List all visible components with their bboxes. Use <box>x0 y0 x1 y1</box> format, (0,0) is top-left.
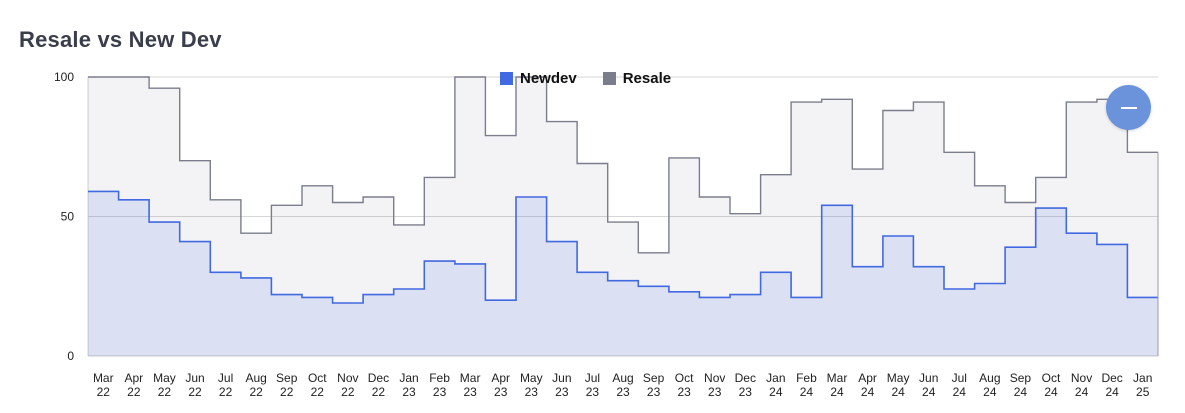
x-tick-label-1: Apr 22 <box>125 371 144 399</box>
x-tick-label-23: Feb 24 <box>796 371 817 399</box>
minus-icon <box>1120 106 1137 109</box>
x-tick-label-10: Jan 23 <box>399 371 418 399</box>
area-resale <box>88 77 1158 356</box>
x-tick-label-15: Jun 23 <box>552 371 571 399</box>
series-line-resale <box>88 76 1158 254</box>
x-tick-label-29: Aug 24 <box>979 371 1000 399</box>
x-tick-label-6: Sep 22 <box>276 371 298 399</box>
x-tick-label-8: Nov 22 <box>337 371 358 399</box>
collapse-button[interactable] <box>1106 85 1151 130</box>
area-newdev <box>88 191 1158 356</box>
x-tick-label-20: Nov 23 <box>704 371 725 399</box>
legend-label-newdev: Newdev <box>520 70 577 87</box>
x-tick-label-21: Dec 23 <box>735 371 756 399</box>
x-tick-label-14: May 23 <box>520 371 543 399</box>
x-tick-label-4: Jul 22 <box>218 371 233 399</box>
x-tick-label-28: Jul 24 <box>952 371 967 399</box>
x-tick-label-26: May 24 <box>887 371 910 399</box>
x-tick-label-11: Feb 23 <box>429 371 450 399</box>
x-tick-label-0: Mar 22 <box>93 371 114 399</box>
x-tick-label-33: Dec 24 <box>1101 371 1122 399</box>
x-tick-label-19: Oct 23 <box>675 371 694 399</box>
x-tick-label-27: Jun 24 <box>919 371 938 399</box>
legend-swatch-newdev <box>500 72 513 85</box>
x-tick-label-24: Mar 24 <box>827 371 848 399</box>
legend-label-resale: Resale <box>622 70 672 87</box>
x-tick-label-5: Aug 22 <box>245 371 266 399</box>
x-tick-label-16: Jul 23 <box>585 371 600 399</box>
x-tick-label-31: Oct 24 <box>1042 371 1061 399</box>
chart-title: Resale vs New Dev <box>19 27 222 52</box>
x-tick-label-17: Aug 23 <box>612 371 633 399</box>
legend-item-newdev[interactable]: Newdev <box>500 70 577 87</box>
x-tick-label-2: May 22 <box>153 371 176 399</box>
legend-item-resale[interactable]: Resale <box>602 70 672 87</box>
y-tick-label-0: 0 <box>67 349 74 363</box>
x-tick-label-30: Sep 24 <box>1010 371 1032 399</box>
x-tick-label-25: Apr 24 <box>858 371 877 399</box>
x-tick-label-18: Sep 23 <box>643 371 665 399</box>
y-tick-label-50: 50 <box>61 210 75 224</box>
x-tick-label-13: Apr 23 <box>491 371 510 399</box>
y-tick-label-100: 100 <box>54 70 74 84</box>
x-tick-label-34: Jan 25 <box>1133 371 1152 399</box>
x-tick-label-7: Oct 22 <box>308 371 327 399</box>
x-tick-label-9: Dec 22 <box>368 371 389 399</box>
series-line-newdev <box>88 190 1158 304</box>
x-tick-label-22: Jan 24 <box>766 371 785 399</box>
x-tick-label-3: Jun 22 <box>185 371 204 399</box>
x-tick-label-32: Nov 24 <box>1071 371 1092 399</box>
x-tick-label-12: Mar 23 <box>460 371 481 399</box>
legend: Newdev Resale <box>500 70 697 87</box>
legend-swatch-resale <box>602 72 616 85</box>
